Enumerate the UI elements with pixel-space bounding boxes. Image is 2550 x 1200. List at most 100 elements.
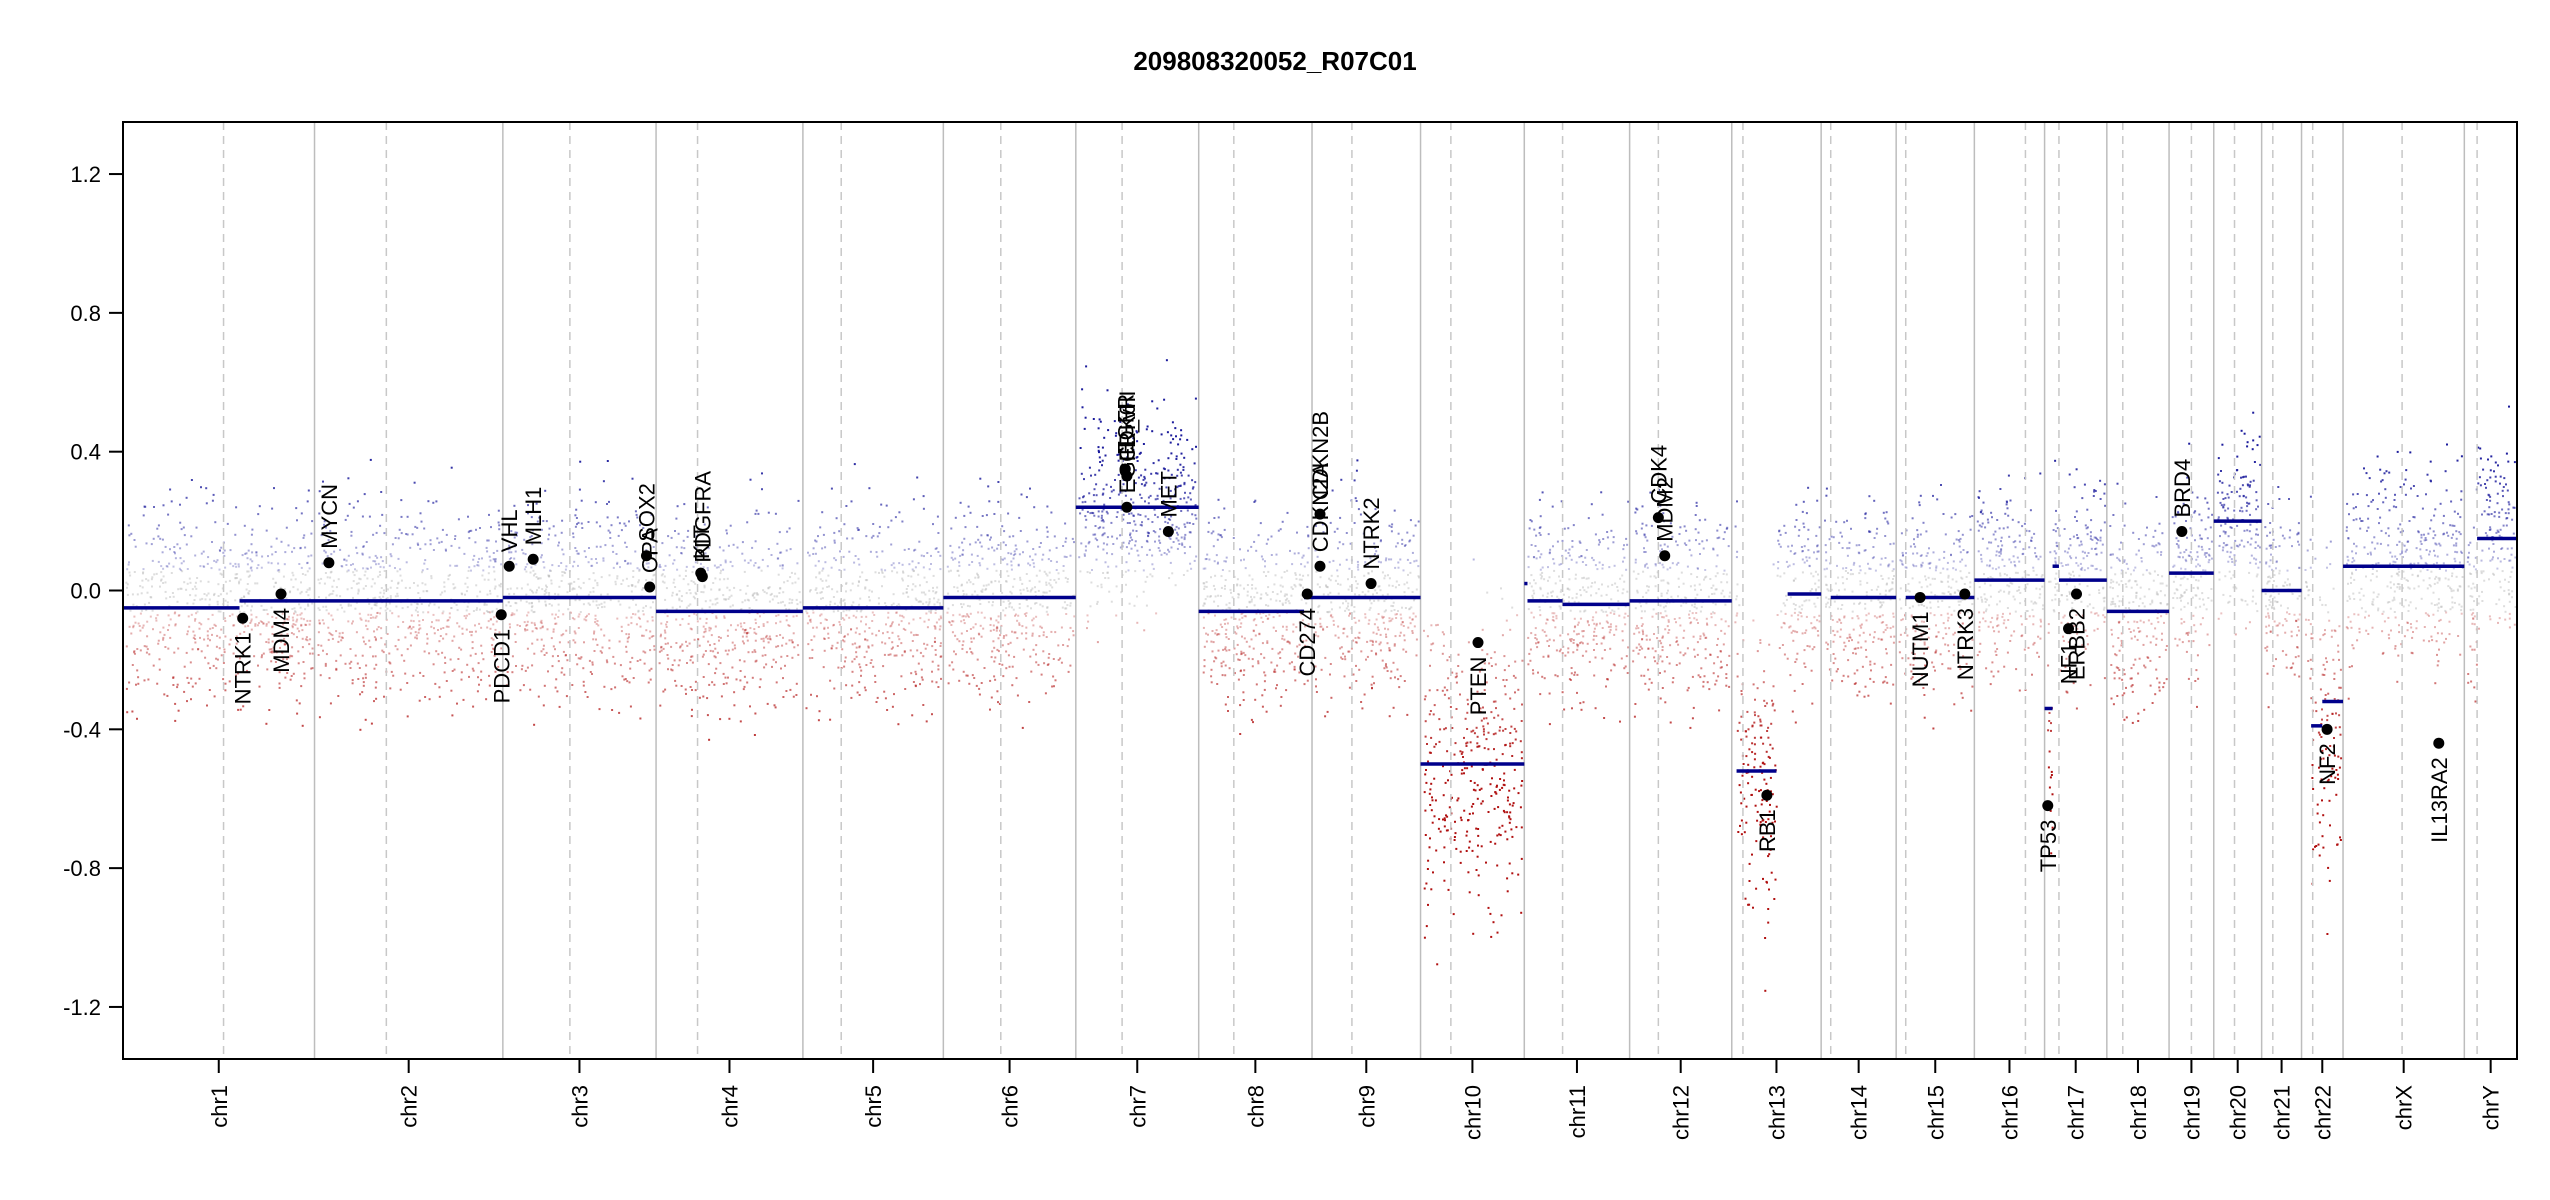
- probe-point: [278, 686, 281, 689]
- probe-point: [251, 560, 254, 563]
- probe-point: [1146, 575, 1149, 578]
- probe-point: [530, 621, 533, 624]
- probe-point: [437, 629, 439, 631]
- probe-point: [835, 647, 838, 650]
- probe-point: [1101, 493, 1104, 496]
- probe-point: [1063, 601, 1066, 604]
- probe-point: [977, 538, 980, 541]
- probe-point: [471, 630, 473, 633]
- probe-point: [998, 580, 1001, 583]
- probe-point: [443, 671, 446, 674]
- probe-point: [533, 574, 535, 577]
- probe-point: [300, 612, 303, 615]
- probe-point: [558, 641, 561, 644]
- probe-point: [977, 575, 980, 578]
- probe-point: [930, 554, 932, 557]
- probe-point: [1011, 630, 1013, 633]
- probe-point: [1496, 864, 1499, 867]
- probe-point: [515, 609, 518, 612]
- probe-point: [1097, 515, 1100, 518]
- probe-point: [524, 669, 527, 672]
- probe-point: [1314, 665, 1317, 668]
- probe-point: [809, 590, 811, 593]
- probe-point: [1521, 780, 1524, 782]
- probe-point: [1217, 516, 1220, 519]
- probe-point: [572, 565, 574, 568]
- probe-point: [1423, 698, 1426, 701]
- probe-point: [1275, 630, 1277, 632]
- probe-point: [931, 660, 934, 663]
- probe-point: [1449, 770, 1452, 773]
- probe-point: [413, 481, 416, 484]
- probe-point: [433, 603, 436, 606]
- probe-point: [223, 648, 226, 651]
- probe-point: [792, 632, 795, 635]
- probe-point: [910, 575, 913, 578]
- probe-point: [398, 528, 401, 531]
- probe-point: [724, 598, 727, 601]
- probe-point: [1304, 644, 1306, 647]
- probe-point: [643, 662, 646, 665]
- probe-point: [745, 632, 748, 635]
- probe-point: [150, 543, 153, 546]
- probe-point: [938, 618, 941, 621]
- probe-point: [254, 623, 257, 626]
- probe-point: [983, 616, 986, 619]
- probe-point: [689, 686, 692, 688]
- probe-point: [400, 515, 403, 518]
- probe-point: [1588, 660, 1591, 663]
- probe-point: [1217, 649, 1220, 652]
- probe-point: [304, 608, 307, 611]
- probe-point: [664, 642, 667, 645]
- probe-point: [238, 657, 241, 660]
- probe-point: [304, 546, 307, 549]
- probe-point: [1232, 537, 1235, 539]
- probe-point: [1340, 646, 1343, 649]
- probe-point: [1375, 536, 1378, 539]
- probe-point: [884, 569, 887, 572]
- probe-point: [237, 563, 240, 566]
- probe-point: [1397, 561, 1400, 564]
- probe-point: [704, 552, 707, 555]
- probe-point: [358, 577, 361, 580]
- probe-point: [1151, 563, 1154, 566]
- probe-point: [1469, 780, 1472, 782]
- probe-point: [1401, 621, 1404, 624]
- probe-point: [1124, 490, 1127, 493]
- probe-point: [1281, 602, 1284, 605]
- probe-point: [174, 557, 177, 560]
- probe-point: [496, 595, 499, 598]
- probe-point: [1429, 649, 1432, 652]
- probe-point: [487, 578, 490, 581]
- probe-point: [379, 573, 382, 576]
- probe-point: [330, 553, 333, 556]
- probe-point: [1397, 532, 1400, 535]
- probe-point: [1189, 492, 1192, 495]
- probe-point: [133, 539, 136, 541]
- probe-point: [1502, 809, 1505, 812]
- probe-point: [1333, 530, 1336, 533]
- probe-point: [1013, 631, 1016, 634]
- probe-point: [1240, 613, 1243, 615]
- probe-point: [246, 669, 248, 672]
- probe-point: [1285, 689, 1288, 692]
- probe-point: [1388, 620, 1391, 623]
- probe-point: [812, 626, 815, 629]
- probe-point: [662, 569, 665, 571]
- probe-point: [1466, 698, 1469, 701]
- probe-point: [489, 559, 492, 562]
- probe-point: [167, 513, 170, 516]
- probe-point: [1054, 679, 1057, 682]
- probe-point: [1180, 536, 1183, 539]
- probe-point: [1443, 693, 1446, 696]
- probe-point: [352, 563, 354, 566]
- probe-point: [195, 612, 198, 615]
- probe-point: [1294, 652, 1297, 655]
- probe-point: [579, 611, 582, 613]
- probe-point: [1395, 617, 1398, 619]
- probe-point: [251, 605, 253, 608]
- probe-point: [662, 647, 665, 650]
- probe-point: [923, 591, 925, 594]
- probe-point: [1051, 685, 1054, 688]
- probe-point: [1018, 606, 1021, 609]
